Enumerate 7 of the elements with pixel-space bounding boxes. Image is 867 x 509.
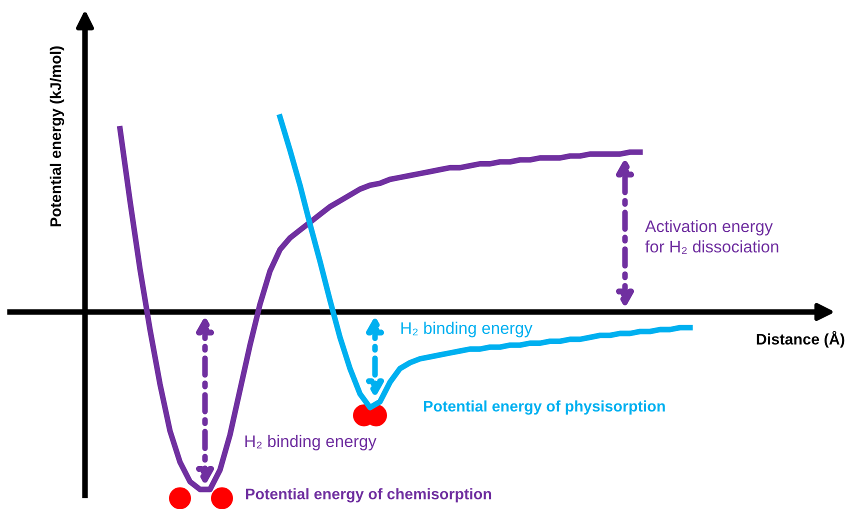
annotation: Activation energy for H₂ dissociation — [645, 220, 778, 254]
annotation: H₂ binding energy — [245, 434, 376, 450]
x-axis-title: Distance (Å) — [756, 330, 844, 348]
annotation: H₂ binding energy — [401, 322, 532, 338]
text: Potential energy of physisorption — [424, 400, 665, 415]
y-axis-title: Potential energy (kJ/mol) — [50, 46, 64, 226]
text: Potential energy of chemisorption — [246, 488, 492, 502]
